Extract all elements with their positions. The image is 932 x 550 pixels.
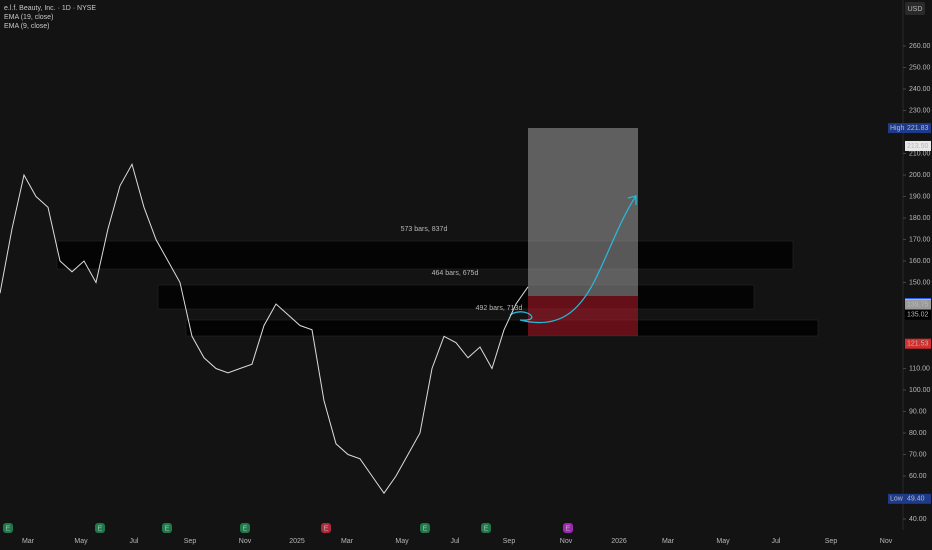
price-badge-label: 139.75 (907, 301, 929, 308)
price-badge-label: 213.50 (907, 143, 929, 150)
event-label[interactable]: E (98, 525, 103, 532)
badge-tag (888, 123, 905, 134)
y-tick-label: 240.00 (909, 86, 931, 93)
x-tick-label: Mar (22, 538, 35, 545)
y-tick-label: 260.00 (909, 43, 931, 50)
y-tick-label: 250.00 (909, 64, 931, 71)
price-badge-label: 121.53 (907, 341, 929, 348)
zone-label: 464 bars, 675d (432, 270, 479, 277)
event-label[interactable]: E (566, 525, 571, 532)
event-marker[interactable] (321, 523, 331, 533)
event-marker[interactable] (481, 523, 491, 533)
price-badge-label: 221.83 (907, 125, 929, 132)
price-badge-label: 49.40 (907, 496, 925, 503)
y-tick-label: 110.00 (909, 365, 930, 372)
x-tick-label: 2025 (289, 538, 305, 545)
price-badge (905, 299, 931, 310)
event-label[interactable]: E (484, 525, 489, 532)
zone-label: 492 bars, 713d (476, 305, 523, 312)
price-badge (905, 123, 931, 134)
stop-zone[interactable] (528, 296, 638, 336)
x-tick-label: 2026 (611, 538, 627, 545)
x-tick-label: May (395, 538, 409, 545)
y-tick-label: 180.00 (909, 215, 931, 222)
event-label[interactable]: E (324, 525, 329, 532)
zone-box (185, 319, 819, 337)
x-tick-label: Sep (184, 538, 197, 545)
y-tick-label: 80.00 (909, 430, 927, 437)
y-tick-label: 90.00 (909, 408, 927, 415)
zone-label: 573 bars, 837d (401, 226, 448, 233)
event-label[interactable]: E (423, 525, 428, 532)
event-marker[interactable] (95, 523, 105, 533)
y-tick-label: 70.00 (909, 451, 927, 458)
x-tick-label: Jul (772, 538, 781, 545)
y-tick-label: 190.00 (909, 193, 931, 200)
price-line (0, 162, 529, 495)
projection-arrow[interactable] (509, 195, 637, 324)
x-tick-label: Jul (130, 538, 139, 545)
x-tick-label: Nov (880, 538, 893, 545)
symbol-title: e.l.f. Beauty, Inc. · 1D · NYSE (4, 5, 96, 12)
badge-tag-label: Low (890, 496, 904, 503)
badge-tag (888, 493, 905, 504)
event-marker[interactable] (3, 523, 13, 533)
y-tick-label: 100.00 (909, 387, 931, 394)
y-tick-label: 230.00 (909, 107, 931, 114)
event-marker[interactable] (563, 523, 573, 533)
x-tick-label: May (74, 538, 88, 545)
y-tick-label: 200.00 (909, 172, 931, 179)
x-tick-label: Sep (503, 538, 516, 545)
x-tick-label: Mar (662, 538, 675, 545)
ema-legend[interactable]: EMA (9, close) (4, 23, 50, 30)
ema-legend[interactable]: EMA (19, close) (4, 14, 53, 21)
badge-tag-label: High (890, 125, 905, 132)
x-tick-label: Nov (560, 538, 573, 545)
y-tick-label: 210.00 (909, 150, 931, 157)
event-marker[interactable] (162, 523, 172, 533)
price-badge (905, 140, 931, 151)
event-label[interactable]: E (165, 525, 170, 532)
event-label[interactable]: E (6, 525, 11, 532)
zone-box (56, 240, 794, 270)
event-label[interactable]: E (243, 525, 248, 532)
y-tick-label: 40.00 (909, 516, 927, 523)
price-badge-label: 135.02 (907, 312, 929, 319)
arrow-head (627, 195, 637, 205)
price-badge (905, 309, 931, 320)
x-tick-label: Nov (239, 538, 252, 545)
x-tick-label: Jul (451, 538, 460, 545)
y-tick-label: 60.00 (909, 473, 927, 480)
target-zone[interactable] (528, 128, 638, 296)
x-tick-label: Sep (825, 538, 838, 545)
currency-box[interactable] (905, 2, 925, 15)
y-tick-label: 170.00 (909, 236, 931, 243)
event-marker[interactable] (420, 523, 430, 533)
x-tick-label: May (716, 538, 730, 545)
y-tick-label: 150.00 (909, 279, 931, 286)
y-tick-label: 160.00 (909, 258, 931, 265)
event-marker[interactable] (240, 523, 250, 533)
currency[interactable]: USD (908, 6, 923, 13)
price-badge (905, 493, 931, 504)
zone-box (157, 284, 755, 310)
price-badge (905, 338, 931, 349)
x-tick-label: Mar (341, 538, 354, 545)
